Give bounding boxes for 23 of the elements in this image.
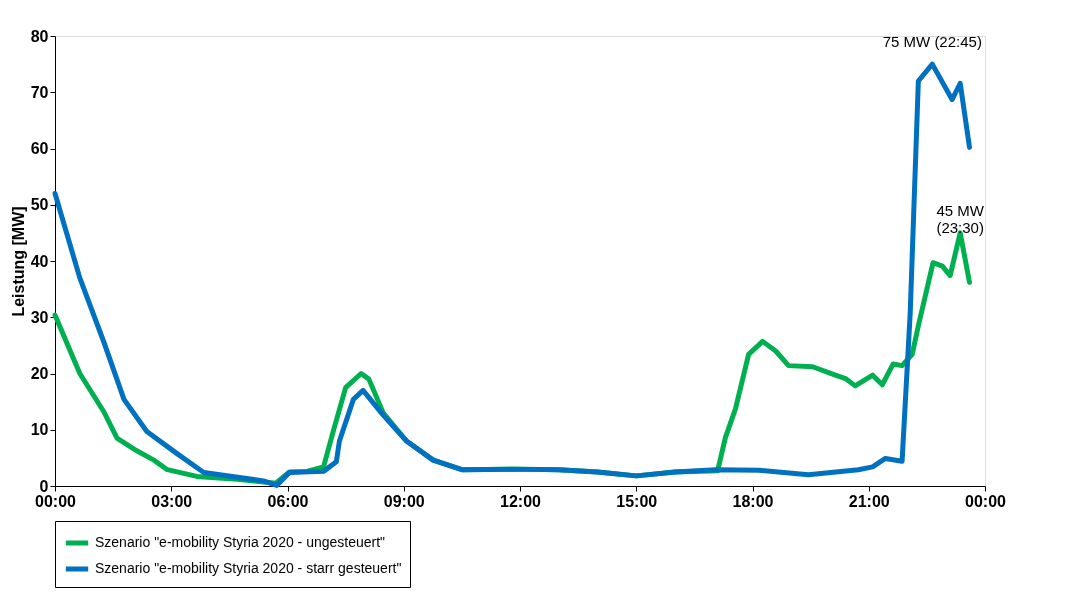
y-axis-title: Leistung [MW]	[9, 206, 27, 317]
y-tick-label: 60	[30, 140, 49, 157]
annotation: 45 MW (23:30)	[936, 201, 985, 236]
y-tick-label: 10	[30, 421, 49, 439]
x-tick-label: 12:00	[500, 492, 542, 510]
y-tick-label: 80	[30, 27, 49, 45]
x-tick-label: 00:00	[35, 492, 77, 510]
y-tick-label: 50	[30, 196, 49, 214]
y-tick-label: 40	[30, 252, 49, 270]
x-tick-label: 00:00	[965, 492, 1007, 510]
annotation: 75 MW (22:45)	[882, 33, 982, 51]
x-tick-label: 03:00	[151, 492, 193, 510]
x-tick-label: 15:00	[616, 492, 658, 510]
y-tick-label: 30	[30, 308, 49, 326]
y-tick-label: 20	[30, 365, 49, 382]
x-tick-label: 21:00	[848, 492, 890, 510]
x-tick-label: 06:00	[267, 492, 309, 510]
y-tick-label: 70	[30, 83, 49, 101]
x-tick-label: 18:00	[732, 492, 774, 510]
legend-label: Szenario "e-mobility Styria 2020 - starr gesteuert"	[95, 560, 402, 576]
legend-label: Szenario "e-mobility Styria 2020 - ungesteuert"	[95, 534, 386, 550]
x-tick-label: 09:00	[383, 492, 425, 510]
y-tick-label: 0	[39, 477, 49, 495]
